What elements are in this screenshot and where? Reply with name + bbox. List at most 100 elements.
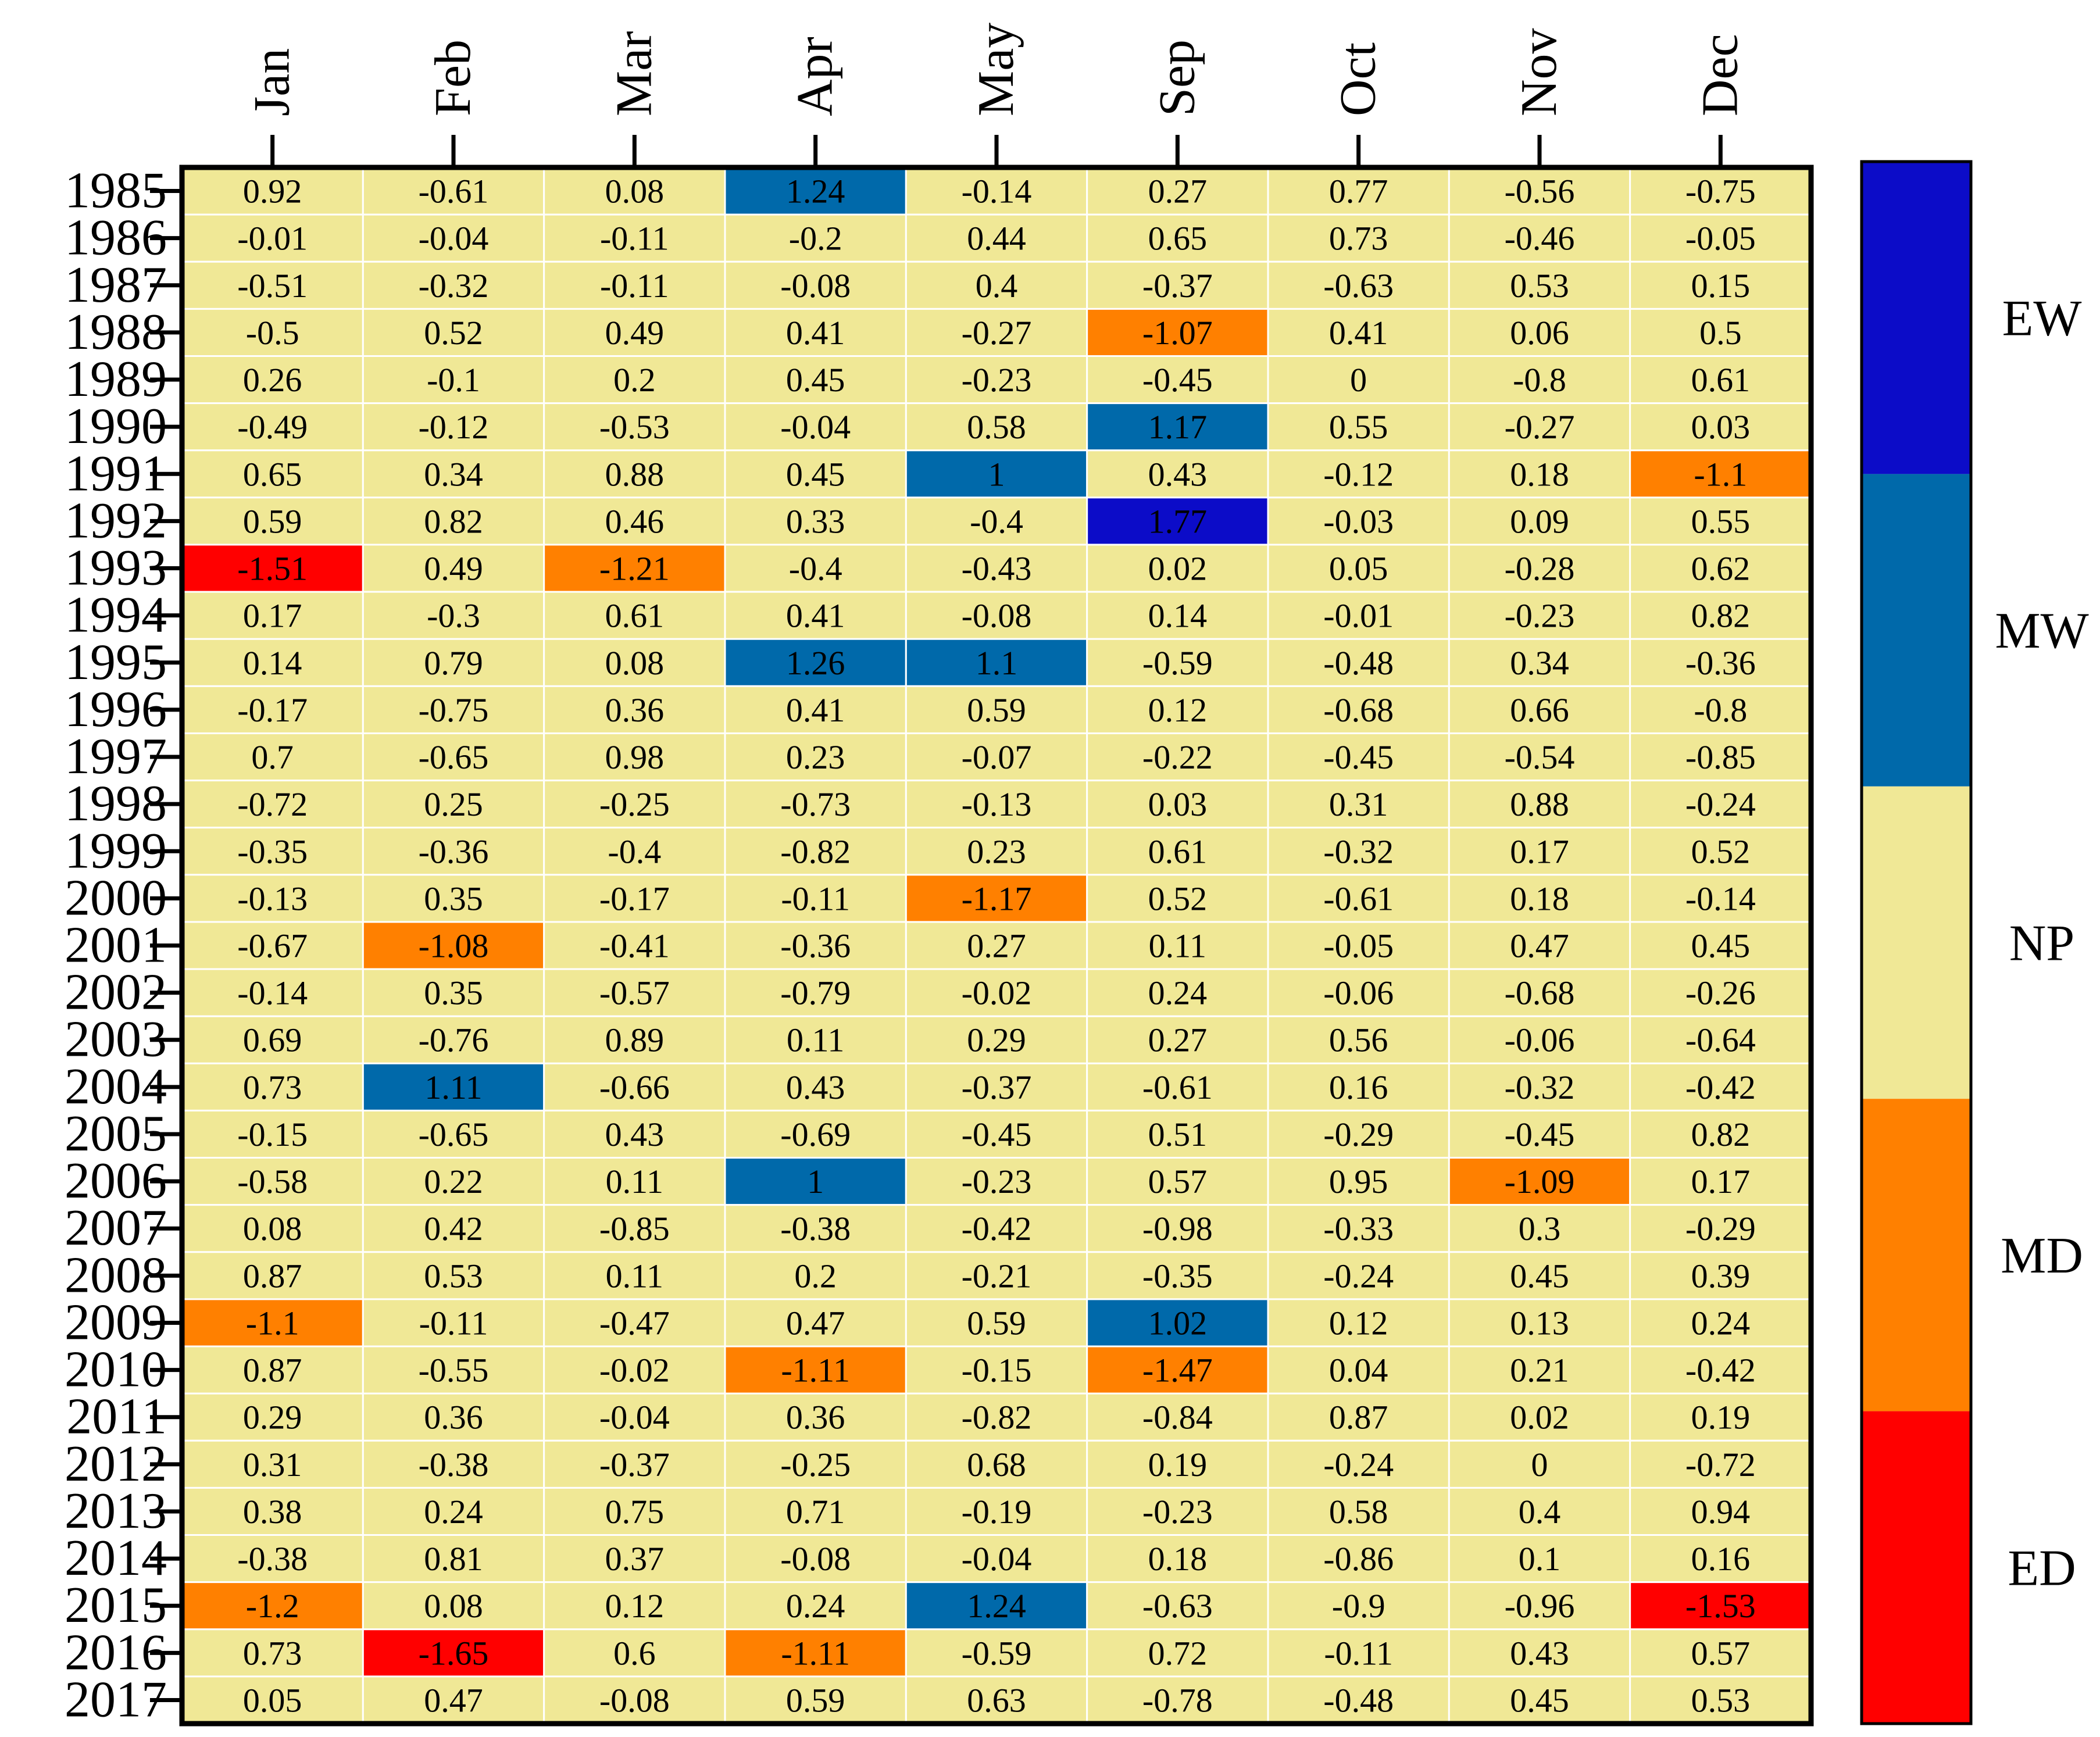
cell-value-label: -0.82 (780, 832, 851, 870)
heatmap-cell (724, 968, 907, 1017)
cell-value-label: -0.04 (962, 1540, 1032, 1578)
cell-value-label: -0.79 (780, 974, 851, 1012)
cell-value-label: -0.41 (599, 927, 670, 965)
cell-value-label: 0.52 (1148, 880, 1208, 917)
y-tick-label: 1990 (65, 398, 167, 455)
x-tick-label: Nov (1511, 28, 1567, 116)
heatmap-cell (1448, 1534, 1631, 1584)
cell-value-label: 0.42 (424, 1210, 483, 1248)
heatmap-cell (905, 544, 1088, 593)
x-tick-label: Oct (1330, 42, 1387, 116)
cell-value-label: 0.82 (1691, 1116, 1751, 1153)
y-tick-label: 1996 (65, 681, 167, 738)
heatmap-cell (543, 591, 726, 640)
heatmap-cell (905, 921, 1088, 970)
heatmap-cell (543, 1534, 726, 1584)
cell-value-label: 0.53 (1691, 1681, 1751, 1719)
cell-value-label: -0.96 (1505, 1587, 1575, 1625)
cell-value-label: 0.12 (1329, 1304, 1388, 1342)
cell-value-label: 0 (1350, 361, 1367, 399)
heatmap-cell (1448, 1675, 1631, 1725)
heatmap-cell (1629, 1439, 1812, 1489)
heatmap-cell (1448, 591, 1631, 640)
heatmap-cell (724, 732, 907, 782)
cell-value-label: -0.38 (780, 1210, 851, 1248)
cell-value-label: 0.41 (1329, 314, 1388, 352)
y-tick-label: 2011 (66, 1389, 167, 1445)
heatmap-cell (724, 685, 907, 734)
heatmap-cell (905, 732, 1088, 782)
cell-value-label: -0.45 (962, 1116, 1032, 1153)
cell-value-label: 0.26 (243, 361, 302, 399)
cell-value-label: 0.35 (424, 974, 483, 1012)
heatmap-cell (724, 260, 907, 310)
heatmap-cell (905, 780, 1088, 829)
cell-value-label: 0.13 (1510, 1304, 1569, 1342)
cell-value-label: -0.55 (419, 1352, 489, 1389)
cell-value-label: -0.66 (599, 1068, 670, 1106)
cell-value-label: 1.02 (1148, 1304, 1208, 1342)
y-tick-label: 1994 (65, 587, 167, 644)
heatmap-cell (543, 544, 726, 593)
y-tick-label: 1987 (65, 257, 167, 313)
y-tick-label: 2017 (65, 1671, 167, 1728)
heatmap-cell (362, 1298, 545, 1348)
cell-value-label: 0.72 (1148, 1634, 1208, 1672)
cell-value-label: 0.14 (243, 644, 302, 682)
cell-value-label: 0.29 (967, 1021, 1026, 1059)
heatmap-cell (181, 921, 364, 970)
cell-value-label: 0.27 (1148, 173, 1208, 210)
heatmap-cell (362, 1345, 545, 1395)
heatmap-cell (1086, 402, 1269, 452)
cell-value-label: 0.45 (1510, 1257, 1569, 1295)
heatmap-cell (905, 1534, 1088, 1584)
x-tick-label: Sep (1149, 40, 1205, 116)
cell-value-label: 0.79 (424, 644, 483, 682)
heatmap-cell (724, 355, 907, 405)
cell-value-label: 0.31 (1329, 785, 1388, 823)
cell-value-label: -0.69 (780, 1116, 851, 1153)
heatmap-cell (724, 1534, 907, 1584)
cell-value-label: 0.29 (243, 1399, 302, 1436)
heatmap-cell (1448, 968, 1631, 1017)
cell-value-label: 1 (988, 455, 1005, 493)
heatmap-cell (1629, 1298, 1812, 1348)
cell-value-label: -0.13 (962, 785, 1032, 823)
cell-value-label: -0.06 (1323, 974, 1394, 1012)
cell-value-label: 0.18 (1510, 455, 1569, 493)
cell-value-label: -0.65 (419, 1116, 489, 1153)
heatmap-cell (362, 968, 545, 1017)
heatmap-cell (1267, 1109, 1450, 1159)
cell-value-label: -0.8 (1513, 361, 1566, 399)
heatmap-cell (1629, 780, 1812, 829)
heatmap-cell (181, 638, 364, 687)
heatmap-cell (724, 1157, 907, 1206)
heatmap-cell (1448, 213, 1631, 263)
heatmap-cell (181, 1298, 364, 1348)
cell-value-label: -0.15 (237, 1116, 308, 1153)
cell-value-label: -0.15 (962, 1352, 1032, 1389)
cell-value-label: -0.4 (970, 502, 1023, 540)
heatmap-cell (724, 544, 907, 593)
cell-value-label: -0.67 (237, 927, 308, 965)
heatmap-cells (181, 166, 1812, 1725)
cell-value-label: 0.65 (243, 455, 302, 493)
cell-value-label: 0.45 (786, 455, 845, 493)
heatmap-cell (1629, 1628, 1812, 1678)
cell-value-label: -0.3 (427, 597, 480, 635)
cell-value-label: 0.23 (967, 832, 1026, 870)
cell-value-label: -1.11 (781, 1634, 850, 1672)
y-tick-label: 2002 (65, 964, 167, 1021)
y-tick-label: 1999 (65, 823, 167, 879)
cell-value-label: -0.61 (1323, 880, 1394, 917)
heatmap-cell (543, 780, 726, 829)
heatmap-cell (905, 1392, 1088, 1442)
cell-value-label: -0.51 (237, 267, 308, 305)
cell-value-label: 0.94 (1691, 1493, 1751, 1531)
cell-value-label: 0.11 (606, 1257, 663, 1295)
cell-value-label: -0.04 (780, 408, 851, 446)
heatmap-cell (905, 638, 1088, 687)
cell-value-label: -0.75 (1685, 173, 1756, 210)
heatmap-cell (1086, 827, 1269, 876)
heatmap-cell (543, 1439, 726, 1489)
